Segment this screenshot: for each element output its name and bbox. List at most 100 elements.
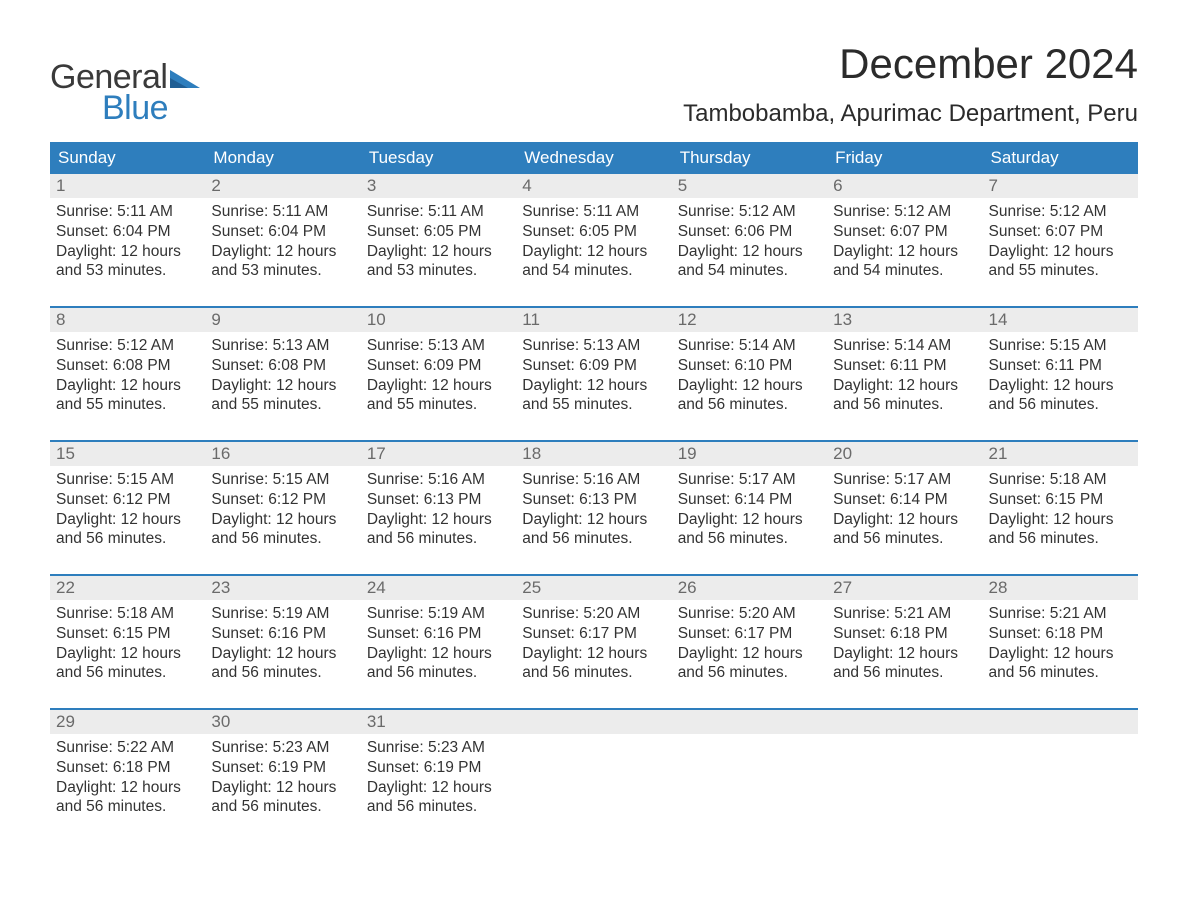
day-number: 16 [205,442,360,466]
daylight-line-2: and 56 minutes. [211,529,354,549]
sunrise-line: Sunrise: 5:17 AM [833,470,976,490]
daylight-line-2: and 56 minutes. [56,663,199,683]
daylight-line-1: Daylight: 12 hours [989,242,1132,262]
sunrise-line: Sunrise: 5:23 AM [367,738,510,758]
day-cell: 31Sunrise: 5:23 AMSunset: 6:19 PMDayligh… [361,710,516,828]
day-details: Sunrise: 5:12 AMSunset: 6:08 PMDaylight:… [50,332,205,417]
day-details: Sunrise: 5:11 AMSunset: 6:04 PMDaylight:… [205,198,360,283]
sunrise-line: Sunrise: 5:18 AM [989,470,1132,490]
day-number-empty [983,710,1138,734]
sunset-line: Sunset: 6:05 PM [367,222,510,242]
daylight-line-2: and 56 minutes. [833,529,976,549]
day-details: Sunrise: 5:15 AMSunset: 6:12 PMDaylight:… [205,466,360,551]
day-number: 28 [983,576,1138,600]
daylight-line-1: Daylight: 12 hours [678,644,821,664]
day-details: Sunrise: 5:23 AMSunset: 6:19 PMDaylight:… [361,734,516,819]
day-cell: 5Sunrise: 5:12 AMSunset: 6:06 PMDaylight… [672,174,827,292]
sunrise-line: Sunrise: 5:12 AM [56,336,199,356]
daylight-line-2: and 56 minutes. [367,663,510,683]
day-cell: 18Sunrise: 5:16 AMSunset: 6:13 PMDayligh… [516,442,671,560]
day-details: Sunrise: 5:16 AMSunset: 6:13 PMDaylight:… [516,466,671,551]
daylight-line-1: Daylight: 12 hours [678,376,821,396]
sunrise-line: Sunrise: 5:14 AM [678,336,821,356]
day-number: 14 [983,308,1138,332]
weekday-header: Monday [205,142,360,174]
day-number-empty [672,710,827,734]
day-cell: 26Sunrise: 5:20 AMSunset: 6:17 PMDayligh… [672,576,827,694]
day-cell: 2Sunrise: 5:11 AMSunset: 6:04 PMDaylight… [205,174,360,292]
day-cell: 14Sunrise: 5:15 AMSunset: 6:11 PMDayligh… [983,308,1138,426]
sunrise-line: Sunrise: 5:11 AM [367,202,510,222]
daylight-line-1: Daylight: 12 hours [211,510,354,530]
sunrise-line: Sunrise: 5:13 AM [211,336,354,356]
daylight-line-1: Daylight: 12 hours [56,510,199,530]
sunset-line: Sunset: 6:07 PM [989,222,1132,242]
day-number: 15 [50,442,205,466]
day-details: Sunrise: 5:21 AMSunset: 6:18 PMDaylight:… [983,600,1138,685]
day-cell: 23Sunrise: 5:19 AMSunset: 6:16 PMDayligh… [205,576,360,694]
sunset-line: Sunset: 6:18 PM [56,758,199,778]
sunset-line: Sunset: 6:06 PM [678,222,821,242]
sunrise-line: Sunrise: 5:13 AM [522,336,665,356]
day-details: Sunrise: 5:12 AMSunset: 6:07 PMDaylight:… [827,198,982,283]
daylight-line-2: and 55 minutes. [989,261,1132,281]
daylight-line-2: and 53 minutes. [367,261,510,281]
sunset-line: Sunset: 6:11 PM [989,356,1132,376]
sunset-line: Sunset: 6:09 PM [522,356,665,376]
sunset-line: Sunset: 6:08 PM [56,356,199,376]
day-cell: 13Sunrise: 5:14 AMSunset: 6:11 PMDayligh… [827,308,982,426]
sunset-line: Sunset: 6:14 PM [678,490,821,510]
sunset-line: Sunset: 6:18 PM [833,624,976,644]
sunrise-line: Sunrise: 5:20 AM [678,604,821,624]
weekday-header: Sunday [50,142,205,174]
day-number: 23 [205,576,360,600]
week-row: 15Sunrise: 5:15 AMSunset: 6:12 PMDayligh… [50,440,1138,560]
day-number: 2 [205,174,360,198]
page-header: General Blue December 2024 Tambobamba, A… [50,40,1138,128]
sunset-line: Sunset: 6:17 PM [522,624,665,644]
daylight-line-2: and 56 minutes. [522,529,665,549]
sunset-line: Sunset: 6:18 PM [989,624,1132,644]
day-cell: 22Sunrise: 5:18 AMSunset: 6:15 PMDayligh… [50,576,205,694]
daylight-line-2: and 54 minutes. [833,261,976,281]
sunrise-line: Sunrise: 5:11 AM [211,202,354,222]
daylight-line-1: Daylight: 12 hours [522,376,665,396]
day-details: Sunrise: 5:17 AMSunset: 6:14 PMDaylight:… [827,466,982,551]
sunset-line: Sunset: 6:05 PM [522,222,665,242]
weekday-header: Wednesday [516,142,671,174]
day-cell: 19Sunrise: 5:17 AMSunset: 6:14 PMDayligh… [672,442,827,560]
daylight-line-1: Daylight: 12 hours [211,242,354,262]
day-details: Sunrise: 5:12 AMSunset: 6:07 PMDaylight:… [983,198,1138,283]
daylight-line-1: Daylight: 12 hours [833,376,976,396]
daylight-line-2: and 56 minutes. [211,663,354,683]
day-number: 21 [983,442,1138,466]
day-number: 7 [983,174,1138,198]
day-cell: 12Sunrise: 5:14 AMSunset: 6:10 PMDayligh… [672,308,827,426]
daylight-line-2: and 56 minutes. [211,797,354,817]
sunset-line: Sunset: 6:09 PM [367,356,510,376]
daylight-line-2: and 54 minutes. [678,261,821,281]
daylight-line-2: and 56 minutes. [989,663,1132,683]
sunrise-line: Sunrise: 5:21 AM [989,604,1132,624]
day-cell [827,710,982,828]
day-cell: 21Sunrise: 5:18 AMSunset: 6:15 PMDayligh… [983,442,1138,560]
day-cell: 1Sunrise: 5:11 AMSunset: 6:04 PMDaylight… [50,174,205,292]
daylight-line-1: Daylight: 12 hours [989,510,1132,530]
sunrise-line: Sunrise: 5:16 AM [522,470,665,490]
sunrise-line: Sunrise: 5:15 AM [989,336,1132,356]
day-details: Sunrise: 5:11 AMSunset: 6:04 PMDaylight:… [50,198,205,283]
day-number-empty [516,710,671,734]
sunrise-line: Sunrise: 5:20 AM [522,604,665,624]
week-row: 1Sunrise: 5:11 AMSunset: 6:04 PMDaylight… [50,174,1138,292]
day-cell: 3Sunrise: 5:11 AMSunset: 6:05 PMDaylight… [361,174,516,292]
day-details: Sunrise: 5:21 AMSunset: 6:18 PMDaylight:… [827,600,982,685]
daylight-line-2: and 55 minutes. [522,395,665,415]
brand-logo: General Blue [50,40,200,128]
day-cell [516,710,671,828]
weekday-header: Thursday [672,142,827,174]
day-number: 17 [361,442,516,466]
day-cell: 8Sunrise: 5:12 AMSunset: 6:08 PMDaylight… [50,308,205,426]
location-subtitle: Tambobamba, Apurimac Department, Peru [683,100,1138,128]
sunset-line: Sunset: 6:16 PM [211,624,354,644]
daylight-line-1: Daylight: 12 hours [833,510,976,530]
